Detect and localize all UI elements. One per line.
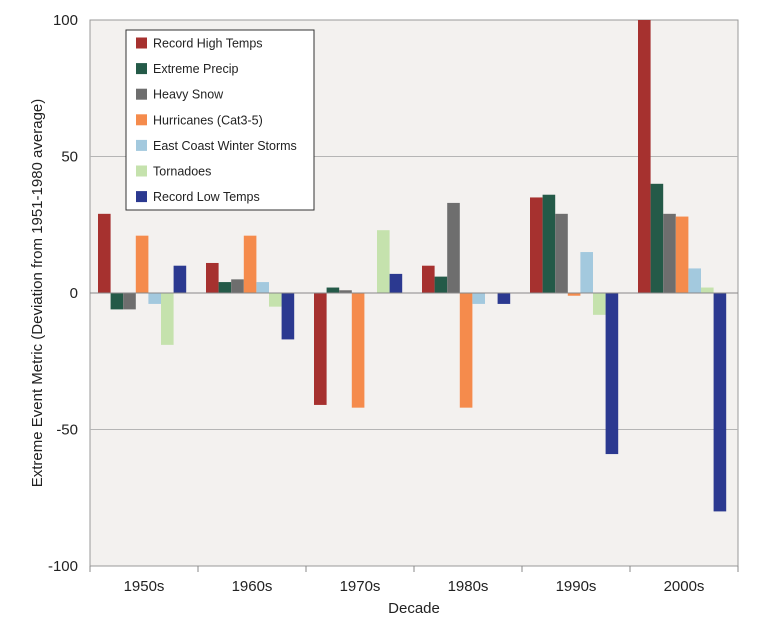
legend-label-6: Record Low Temps xyxy=(153,190,260,204)
bar-1950s-5 xyxy=(161,293,174,345)
legend-label-3: Hurricanes (Cat3-5) xyxy=(153,113,263,127)
bar-1950s-1 xyxy=(110,293,124,310)
legend-swatch-2 xyxy=(136,88,147,100)
x-axis-title: Decade xyxy=(388,600,440,617)
x-tick-label-1960s: 1960s xyxy=(232,578,273,595)
x-axis-ticks: 1950s 1960s 1970s 1980s 1990s 2000s xyxy=(89,566,739,595)
legend-swatch-5 xyxy=(136,165,147,177)
y-axis-title: Extreme Event Metric (Deviation from 195… xyxy=(29,99,46,488)
bar-1980s-1 xyxy=(434,276,448,293)
legend-label-2: Heavy Snow xyxy=(153,88,224,102)
bar-1960s-2 xyxy=(231,279,244,293)
bar-1950s-0 xyxy=(98,213,111,293)
bar-2000s-3 xyxy=(675,216,689,293)
y-axis-ticks: -100 -50 0 50 100 xyxy=(48,12,78,575)
bar-2000s-2 xyxy=(663,213,676,293)
x-tick-label-1950s: 1950s xyxy=(124,578,165,595)
legend-swatch-4 xyxy=(136,139,147,151)
bar-1990s-0 xyxy=(530,197,543,293)
legend: Record High Temps Extreme Precip Heavy Sno… xyxy=(125,29,315,211)
bar-1960s-0 xyxy=(206,262,219,293)
bar-1950s-6 xyxy=(173,265,187,293)
bar-1980s-2 xyxy=(447,202,460,293)
bar-1960s-3 xyxy=(243,235,257,293)
bar-1990s-1 xyxy=(542,194,556,293)
legend-swatch-3 xyxy=(136,114,147,126)
bar-1970s-2 xyxy=(339,290,352,293)
bar-1960s-5 xyxy=(269,293,282,307)
bar-1960s-4 xyxy=(256,282,269,293)
legend-label-5: Tornadoes xyxy=(153,165,211,179)
legend-swatch-0 xyxy=(136,37,147,49)
bar-1970s-0 xyxy=(314,293,327,405)
bar-1960s-1 xyxy=(218,282,232,293)
bar-2000s-5 xyxy=(701,287,714,293)
y-tick-label-2: 0 xyxy=(70,285,78,302)
legend-swatch-6 xyxy=(136,191,147,203)
bar-1990s-3 xyxy=(567,293,581,296)
bar-1980s-4 xyxy=(472,293,485,304)
x-tick-label-1980s: 1980s xyxy=(448,578,489,595)
x-tick-label-1970s: 1970s xyxy=(340,578,381,595)
bar-1950s-4 xyxy=(148,293,161,304)
bar-1970s-6 xyxy=(389,273,403,293)
bar-1990s-5 xyxy=(593,293,606,315)
bar-1970s-3 xyxy=(351,293,365,408)
y-tick-label-4: 100 xyxy=(53,12,78,29)
bar-2000s-6 xyxy=(713,293,727,512)
bar-1960s-6 xyxy=(281,293,295,340)
x-tick-label-1990s: 1990s xyxy=(556,578,597,595)
bar-1980s-0 xyxy=(422,265,435,293)
bar-1950s-3 xyxy=(135,235,149,293)
bar-1990s-2 xyxy=(555,213,568,293)
bar-1950s-2 xyxy=(123,293,136,310)
bars xyxy=(98,20,727,512)
legend-swatch-1 xyxy=(136,63,147,75)
bar-2000s-4 xyxy=(688,268,701,293)
legend-box xyxy=(125,29,315,211)
bar-1970s-5 xyxy=(377,230,390,293)
y-tick-label-3: 50 xyxy=(61,149,78,166)
bar-2000s-1 xyxy=(650,183,664,293)
bar-1980s-3 xyxy=(459,293,473,408)
bar-1990s-4 xyxy=(580,252,593,293)
bar-1980s-6 xyxy=(497,293,511,304)
x-tick-label-2000s: 2000s xyxy=(664,578,705,595)
legend-label-1: Extreme Precip xyxy=(153,62,238,76)
legend-label-0: Record High Temps xyxy=(153,37,263,51)
bar-1970s-1 xyxy=(326,287,340,293)
bar-1990s-6 xyxy=(605,293,619,455)
y-tick-label-0: -100 xyxy=(48,558,78,575)
y-tick-label-1: -50 xyxy=(56,422,78,439)
legend-label-4: East Coast Winter Storms xyxy=(153,139,297,153)
bar-2000s-0 xyxy=(638,20,651,293)
